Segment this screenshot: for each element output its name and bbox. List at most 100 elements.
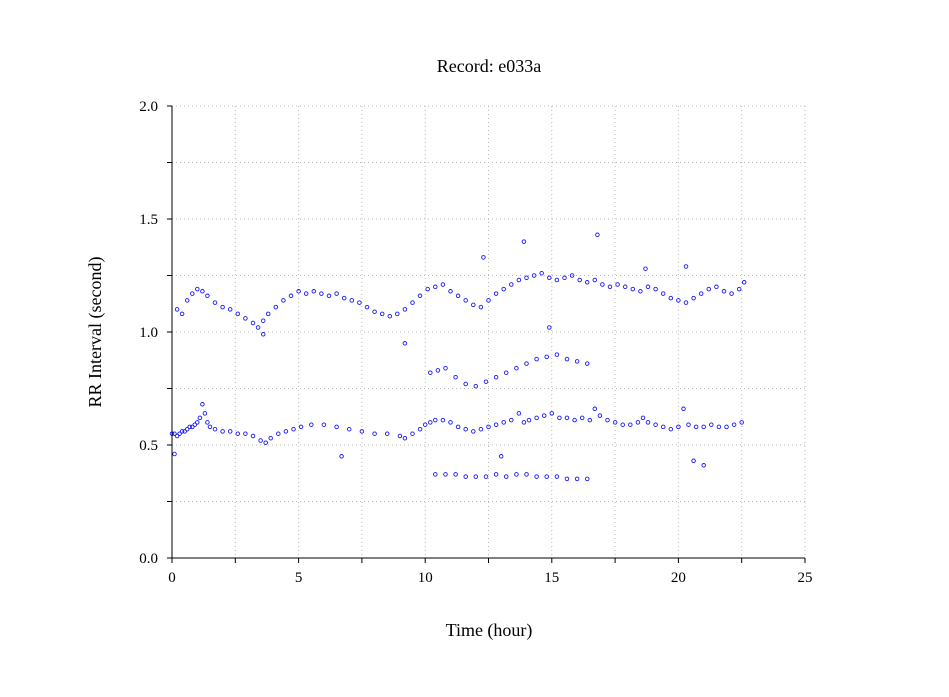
data-point	[516, 277, 522, 283]
data-point	[227, 429, 233, 434]
data-point	[260, 332, 266, 337]
data-point	[263, 440, 268, 445]
data-point	[509, 417, 514, 423]
data-point	[298, 424, 304, 430]
data-point	[557, 415, 562, 421]
data-point	[541, 413, 547, 418]
data-point	[440, 282, 446, 287]
data-point	[544, 354, 549, 360]
data-point	[653, 422, 658, 427]
data-point	[531, 273, 537, 278]
data-point	[417, 426, 423, 432]
data-point	[190, 424, 195, 430]
x-tick-label: 0	[168, 570, 176, 586]
data-point	[417, 293, 423, 299]
data-point	[741, 280, 747, 285]
data-point	[326, 293, 332, 299]
data-point	[526, 417, 532, 423]
data-point	[564, 356, 570, 362]
x-tick-label: 5	[295, 570, 303, 586]
data-point	[410, 431, 415, 436]
data-point	[686, 422, 691, 427]
data-point	[547, 275, 552, 281]
data-point	[184, 426, 190, 432]
y-tick-label: 0.0	[139, 551, 158, 567]
data-point	[359, 429, 365, 434]
y-tick-label: 1.5	[139, 212, 158, 228]
data-point	[514, 365, 519, 371]
data-point	[534, 415, 539, 421]
data-point	[721, 289, 727, 294]
data-point	[587, 417, 593, 423]
data-point	[739, 420, 744, 425]
data-point	[516, 411, 522, 416]
y-axis-title: RR Interval (second)	[85, 257, 106, 408]
data-point	[200, 402, 205, 407]
data-point	[701, 463, 706, 468]
x-axis-title: Time (hour)	[446, 620, 533, 641]
data-point	[483, 474, 489, 479]
data-point	[357, 300, 362, 305]
x-tick-label: 20	[671, 570, 686, 586]
data-point	[463, 426, 468, 432]
data-point	[683, 300, 689, 305]
data-point	[628, 422, 633, 427]
data-point	[179, 429, 185, 434]
data-point	[524, 275, 529, 281]
data-point	[544, 474, 549, 479]
data-point	[564, 415, 570, 421]
data-point	[645, 420, 651, 425]
data-point	[493, 291, 499, 296]
data-points	[169, 232, 747, 482]
data-point	[334, 291, 339, 296]
data-point	[372, 309, 377, 314]
data-point	[592, 277, 598, 283]
data-point	[562, 275, 567, 281]
data-point	[724, 424, 729, 430]
data-point	[691, 458, 696, 464]
data-point	[660, 424, 666, 430]
data-point	[478, 304, 484, 310]
data-point	[349, 298, 355, 303]
data-point	[716, 424, 722, 430]
data-point	[265, 311, 271, 317]
data-point	[433, 472, 438, 477]
data-point	[473, 474, 479, 479]
data-point	[676, 424, 681, 430]
data-point	[281, 298, 286, 303]
data-point	[483, 379, 489, 384]
data-point	[514, 472, 519, 477]
data-point	[319, 291, 324, 296]
data-point	[195, 420, 200, 425]
data-point	[486, 298, 491, 303]
data-point	[179, 311, 185, 317]
data-point	[250, 320, 256, 326]
data-point	[493, 472, 499, 477]
chart-title: Record: e033a	[437, 56, 541, 76]
data-point	[440, 417, 446, 423]
data-point	[524, 472, 529, 477]
data-point	[402, 341, 408, 346]
data-point	[258, 438, 263, 443]
data-point	[433, 417, 438, 423]
data-point	[443, 365, 448, 371]
data-point	[372, 431, 377, 436]
data-point	[202, 411, 208, 416]
data-point	[595, 232, 600, 238]
x-tick-label: 25	[798, 570, 813, 586]
data-point	[402, 435, 408, 441]
data-point	[660, 291, 666, 296]
data-point	[243, 431, 248, 436]
data-point	[645, 284, 651, 290]
data-point	[698, 291, 704, 296]
data-point	[187, 424, 192, 430]
data-point	[455, 293, 461, 299]
data-point	[691, 295, 696, 301]
data-point	[174, 307, 180, 312]
data-point	[524, 361, 529, 366]
data-point	[243, 316, 248, 321]
data-point	[283, 429, 289, 434]
data-point	[471, 429, 476, 434]
data-point	[190, 291, 195, 296]
